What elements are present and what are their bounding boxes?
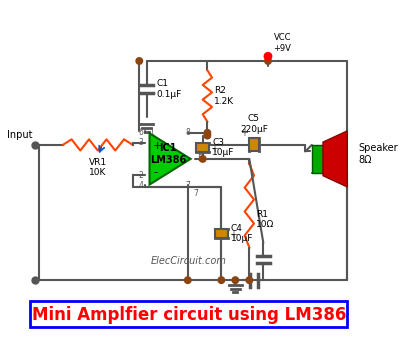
Circle shape xyxy=(204,132,211,139)
Bar xyxy=(215,229,228,238)
Text: 4: 4 xyxy=(138,180,143,190)
Circle shape xyxy=(246,277,252,283)
Text: ElecCircuit.com: ElecCircuit.com xyxy=(151,257,227,267)
Text: R1
10Ω: R1 10Ω xyxy=(256,210,274,229)
Polygon shape xyxy=(150,133,190,185)
Bar xyxy=(196,143,209,152)
Circle shape xyxy=(200,156,206,162)
FancyBboxPatch shape xyxy=(312,145,323,173)
Circle shape xyxy=(232,277,239,283)
Circle shape xyxy=(136,58,142,64)
Text: 7: 7 xyxy=(186,180,190,190)
FancyBboxPatch shape xyxy=(30,301,347,327)
Text: R2
1.2K: R2 1.2K xyxy=(214,86,234,106)
Text: IC1
LM386: IC1 LM386 xyxy=(150,143,186,165)
Text: Input: Input xyxy=(6,130,32,140)
Text: 5: 5 xyxy=(197,154,202,163)
Text: VR1
10K: VR1 10K xyxy=(89,158,107,177)
Text: +: + xyxy=(240,128,248,138)
Text: 1: 1 xyxy=(150,128,154,137)
Text: -: - xyxy=(153,167,157,177)
Text: +: + xyxy=(229,230,237,240)
Text: Mini Amplfier circuit using LM386: Mini Amplfier circuit using LM386 xyxy=(32,306,346,324)
Text: 2: 2 xyxy=(138,171,143,180)
Text: 3: 3 xyxy=(138,138,143,146)
Circle shape xyxy=(264,52,272,60)
Text: +: + xyxy=(210,143,218,154)
Text: C4
10μF: C4 10μF xyxy=(231,224,253,243)
Text: +: + xyxy=(153,141,163,151)
Circle shape xyxy=(204,130,211,136)
Text: GND: GND xyxy=(225,304,246,312)
Circle shape xyxy=(184,277,191,283)
Circle shape xyxy=(265,58,271,64)
Bar xyxy=(249,138,259,152)
Circle shape xyxy=(218,277,225,283)
Text: 6: 6 xyxy=(138,128,143,137)
Text: 8: 8 xyxy=(186,128,190,137)
Text: C5
220μF: C5 220μF xyxy=(240,114,268,134)
Polygon shape xyxy=(323,131,347,187)
Text: Speaker
8Ω: Speaker 8Ω xyxy=(358,143,398,165)
Text: 7: 7 xyxy=(193,189,198,198)
Text: C3
10μF: C3 10μF xyxy=(212,138,234,157)
Text: C1
0.1μF: C1 0.1μF xyxy=(156,79,181,99)
Text: VCC
+9V: VCC +9V xyxy=(274,33,292,52)
